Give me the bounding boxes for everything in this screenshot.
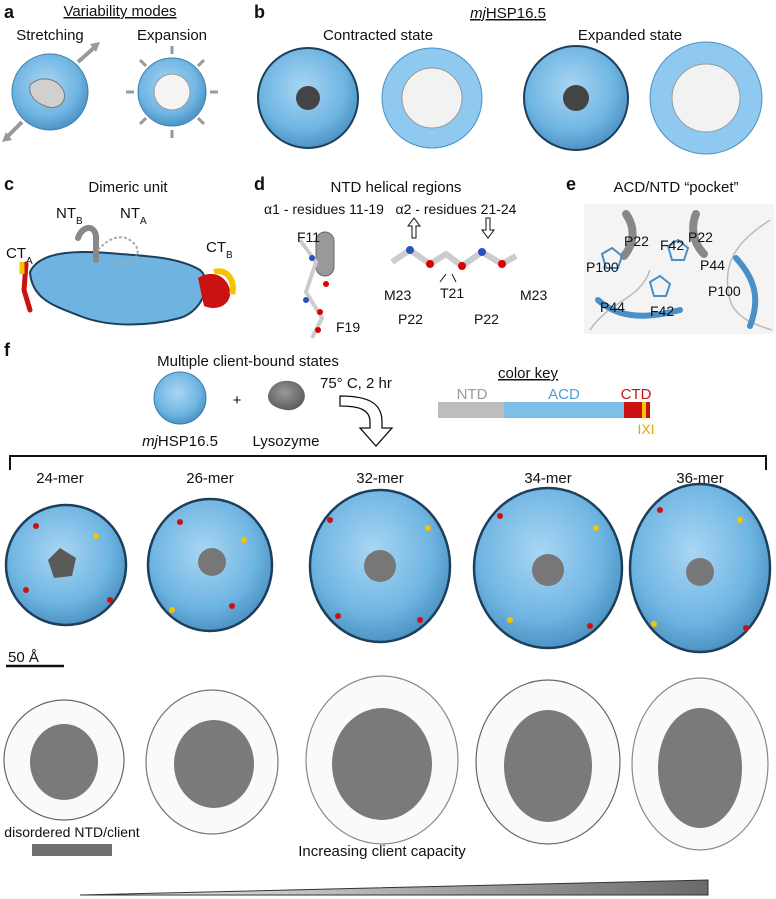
panel-b-letter: b bbox=[254, 2, 265, 22]
reactant-hsp-label: mjHSP16.5 bbox=[142, 433, 218, 450]
scale-bar-label: 50 Å bbox=[8, 649, 39, 666]
oligomer-32-label: 32-mer bbox=[356, 470, 404, 487]
expansion-shell bbox=[126, 46, 218, 138]
pocket-p22-a: P22 bbox=[624, 233, 649, 249]
residue-p22-right: P22 bbox=[474, 311, 499, 327]
panel-c-letter: c bbox=[4, 174, 14, 194]
oligomer-34-label: 34-mer bbox=[524, 470, 572, 487]
oligomer-34-ribbon bbox=[472, 486, 624, 650]
pocket-f42-a: F42 bbox=[660, 237, 684, 253]
oligomer-34-density bbox=[475, 679, 621, 845]
color-key-title: color key bbox=[498, 365, 559, 382]
key-acd-label: ACD bbox=[548, 386, 580, 403]
residue-f19: F19 bbox=[336, 319, 360, 335]
oligomer-24-label: 24-mer bbox=[36, 470, 84, 487]
panel-f-letter: f bbox=[4, 340, 11, 360]
key-ctd-bar bbox=[624, 402, 642, 418]
helix1-label: α1 - residues 11-19 bbox=[264, 201, 384, 217]
oligomer-36-label: 36-mer bbox=[676, 470, 724, 487]
panel-e-title: ACD/NTD “pocket” bbox=[613, 179, 738, 196]
key-ctd-tail bbox=[646, 402, 650, 418]
panel-a-letter: a bbox=[4, 2, 15, 22]
oligomer-26-density bbox=[145, 689, 279, 835]
panel-f-title: Multiple client-bound states bbox=[157, 353, 339, 370]
pocket-p44-a: P44 bbox=[700, 257, 725, 273]
oligomer-32-ribbon bbox=[308, 488, 452, 644]
residue-t21: T21 bbox=[440, 285, 464, 301]
label-ntb: NTB bbox=[56, 205, 83, 227]
pocket-p100-b: P100 bbox=[708, 283, 741, 299]
helix1-sticks bbox=[298, 231, 335, 339]
reactant-lysozyme-label: Lysozyme bbox=[253, 433, 320, 450]
oligomer-32-density bbox=[305, 675, 459, 845]
label-nta: NTA bbox=[120, 205, 147, 227]
pocket-structure bbox=[584, 204, 774, 334]
residue-m23-right: M23 bbox=[520, 287, 547, 303]
helix2-label: α2 - residues 21-24 bbox=[396, 201, 517, 217]
key-ntd-label: NTD bbox=[457, 386, 488, 403]
pocket-p22-b: P22 bbox=[688, 229, 713, 245]
reactant-hsp-shell bbox=[153, 371, 207, 425]
mode-stretching: Stretching bbox=[16, 27, 84, 44]
density-legend-label: disordered NTD/client bbox=[4, 824, 139, 840]
residue-p22-left: P22 bbox=[398, 311, 423, 327]
dimer-structure bbox=[19, 225, 236, 326]
residue-m23-left: M23 bbox=[384, 287, 411, 303]
residue-f11: F11 bbox=[297, 229, 320, 245]
pocket-p44-b: P44 bbox=[600, 299, 625, 315]
ctd-speckles bbox=[23, 507, 749, 631]
pocket-f42-b: F42 bbox=[650, 303, 674, 319]
key-acd-bar bbox=[504, 402, 624, 418]
panel-d-title: NTD helical regions bbox=[331, 179, 462, 196]
oligomer-26-label: 26-mer bbox=[186, 470, 234, 487]
oligomer-24-density bbox=[3, 699, 125, 821]
key-ixi-label: IXI bbox=[637, 421, 654, 437]
panel-b-protein: mjHSP16.5 bbox=[470, 5, 546, 22]
helix2-sticks bbox=[390, 217, 518, 283]
panel-d-letter: d bbox=[254, 174, 265, 194]
trend-wedge bbox=[79, 879, 709, 896]
density-legend-swatch bbox=[32, 844, 112, 856]
contracted-ribbon bbox=[257, 47, 359, 149]
panel-a-title: Variability modes bbox=[63, 3, 176, 20]
stretching-shell bbox=[2, 42, 100, 142]
oligomer-24-ribbon bbox=[4, 503, 128, 627]
key-ixi-bar bbox=[642, 402, 646, 418]
trend-label: Increasing client capacity bbox=[298, 843, 466, 860]
label-cta: CTA bbox=[6, 245, 33, 267]
reaction-arrow bbox=[339, 395, 394, 447]
oligomer-36-density bbox=[631, 677, 769, 851]
mode-expansion: Expansion bbox=[137, 27, 207, 44]
contracted-label: Contracted state bbox=[323, 27, 433, 44]
plus-sign: + bbox=[233, 392, 242, 409]
panel-c-title: Dimeric unit bbox=[88, 179, 168, 196]
panel-e-letter: e bbox=[566, 174, 576, 194]
protein-suffix: HSP16.5 bbox=[486, 5, 546, 22]
key-ntd-bar bbox=[438, 402, 504, 418]
oligomer-36-ribbon bbox=[628, 482, 772, 654]
oligomer-26-ribbon bbox=[146, 497, 274, 633]
lysozyme-blob bbox=[267, 380, 305, 411]
oligomer-bracket bbox=[9, 455, 767, 470]
reaction-condition: 75° C, 2 hr bbox=[320, 375, 392, 392]
expanded-ribbon bbox=[523, 45, 629, 151]
label-ctb: CTB bbox=[206, 239, 233, 261]
key-ctd-label: CTD bbox=[621, 386, 652, 403]
pocket-p100-a: P100 bbox=[586, 259, 619, 275]
expanded-density bbox=[649, 41, 763, 155]
contracted-density bbox=[381, 47, 483, 149]
protein-prefix: mj bbox=[470, 5, 486, 22]
expanded-label: Expanded state bbox=[578, 27, 682, 44]
